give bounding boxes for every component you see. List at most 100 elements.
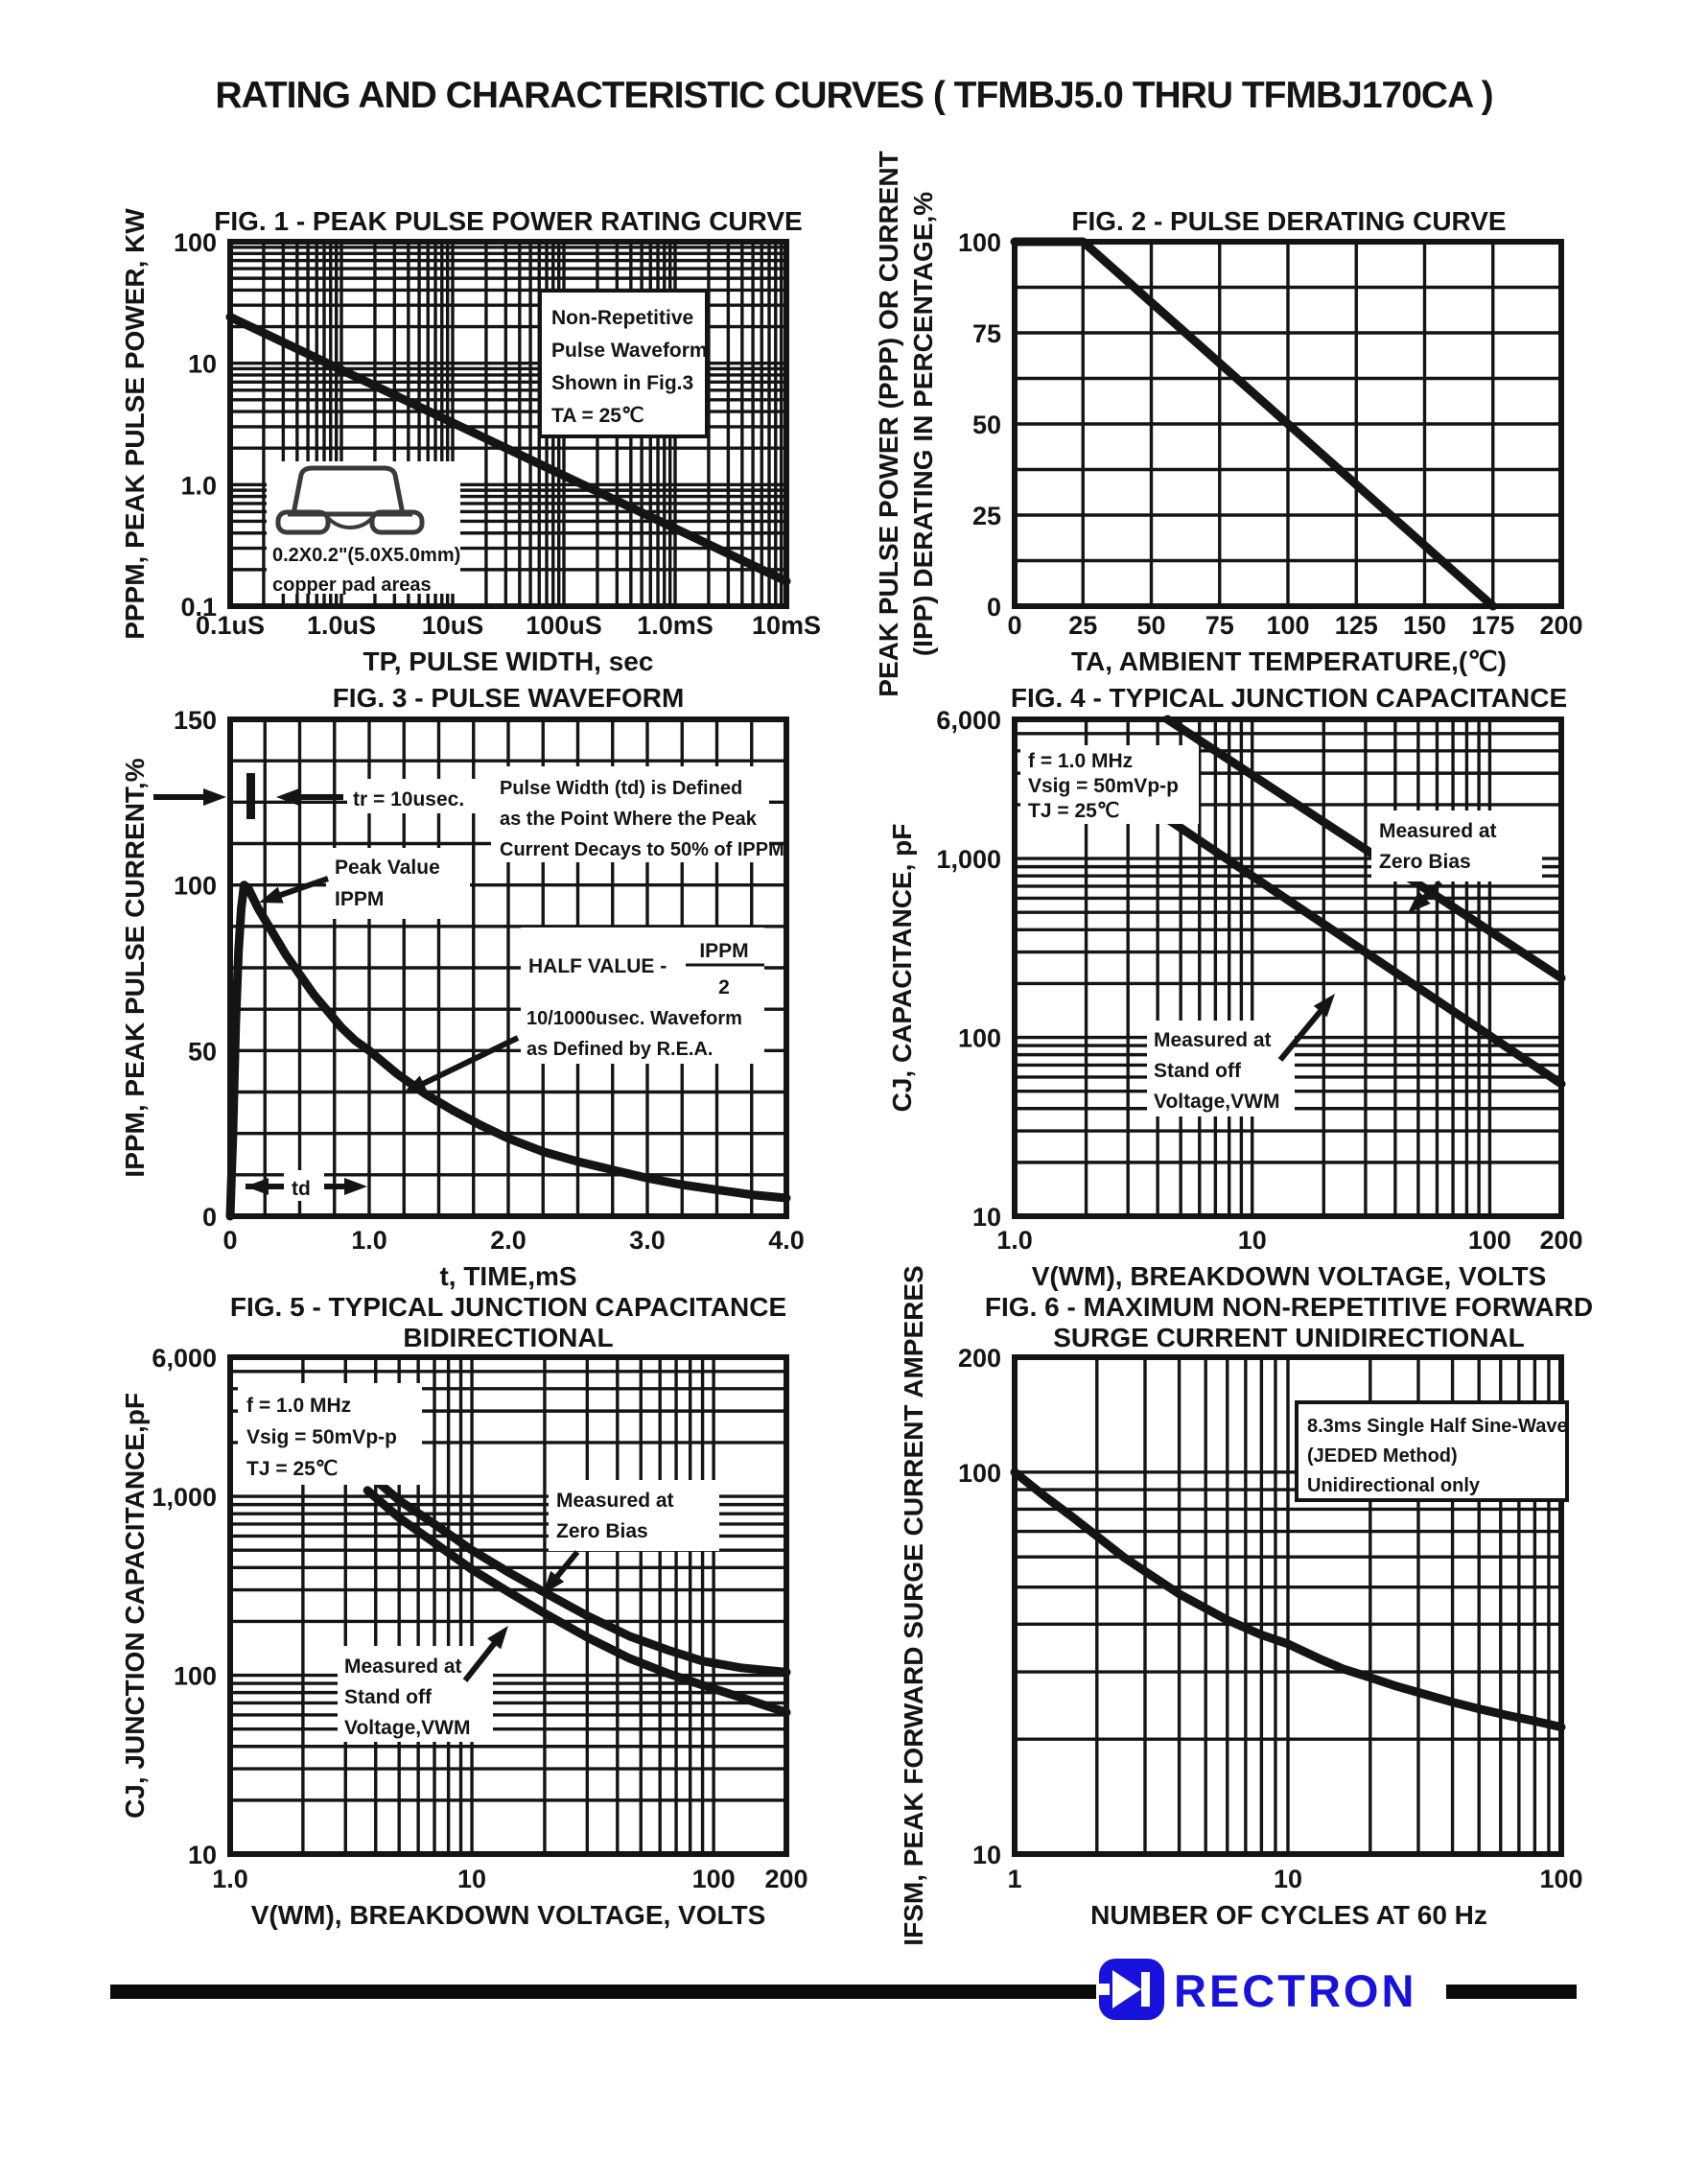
figure-2-y-axis-title: PEAK PULSE POWER (PPP) OR CURRENT	[874, 151, 903, 696]
figure-6-x-axis-title: NUMBER OF CYCLES AT 60 Hz	[1090, 1900, 1487, 1930]
arrowhead	[344, 1178, 367, 1195]
figure-2-series-derating-line	[1010, 237, 1498, 611]
figure-4-x-ticks: 1.0 10 100 200	[996, 1226, 1582, 1255]
figure-1-y-axis-title: PPPM, PEAK PULSE POWER, KW	[120, 208, 150, 640]
figure-4-series-zero-bias	[1162, 715, 1566, 983]
figure-4-y-axis-title: CJ, CAPACITANCE, pF	[887, 824, 917, 1113]
x-tick-label: 1.0	[351, 1226, 387, 1255]
figure-5: f = 1.0 MHz Vsig = 50mVp-p TJ = 25℃ Measure…	[120, 1292, 808, 1930]
x-tick-label: 75	[1205, 611, 1234, 640]
figure-4-y-ticks: 6,000 1,000 100 10	[936, 706, 1001, 1232]
annotation-text: Measured at	[344, 1656, 462, 1678]
annotation-text: 10/1000usec. Waveform	[526, 1008, 742, 1029]
diode-cathode-bar	[1141, 1972, 1150, 2007]
figure-5-x-axis-title: V(WM), BREAKDOWN VOLTAGE, VOLTS	[251, 1900, 766, 1930]
annotation-text: Non-Repetitive	[551, 307, 693, 329]
annotation-box: Non-Repetitive Pulse Waveform Shown in Fig…	[538, 289, 709, 438]
figure-6-frame	[1012, 1354, 1564, 1857]
x-tick-label: 100	[692, 1865, 736, 1893]
brand-name: RECTRON	[1174, 1965, 1417, 2016]
x-tick-label: 0	[1007, 611, 1021, 640]
annotation-text: Pulse Waveform	[551, 340, 708, 362]
x-tick-label: 1.0	[212, 1865, 248, 1893]
annotation-text: Measured at	[1154, 1029, 1272, 1051]
y-tick-label: 0	[202, 1203, 217, 1232]
annotation-text: as Defined by R.E.A.	[526, 1039, 714, 1060]
x-tick-label: 10mS	[752, 611, 821, 640]
annotation-arrow	[462, 1626, 508, 1682]
annotation-text: as the Point Where the Peak	[500, 809, 758, 830]
annotation-box: Measured at Zero Bias	[549, 1480, 719, 1551]
x-tick-label: 1.0mS	[637, 611, 714, 640]
y-tick-label: 10	[972, 1203, 1001, 1232]
annotation-arrow	[153, 788, 226, 806]
x-tick-label: 150	[1403, 611, 1446, 640]
figure-5-series-stand-off-voltage	[363, 1486, 791, 1717]
figure-1-x-ticks: 0.1uS 1.0uS 10uS 100uS 1.0mS 10mS	[196, 611, 821, 640]
figure-6-series-surge-current	[1010, 1468, 1566, 1732]
arrowhead	[246, 1178, 269, 1195]
figure-5-frame	[227, 1354, 789, 1857]
figure-3-x-axis-title: t, TIME,mS	[439, 1261, 576, 1291]
x-tick-label: 200	[764, 1865, 807, 1893]
y-tick-label: 100	[958, 228, 1001, 257]
figure-6: 8.3ms Single Half Sine-Wave (JEDED Method…	[899, 1265, 1593, 1945]
annotation-box: tr = 10usec.	[347, 779, 493, 813]
annotation-text: copper pad areas	[272, 575, 432, 596]
annotation-text: Voltage,VWM	[1154, 1091, 1279, 1113]
y-tick-label: 200	[958, 1344, 1001, 1373]
annotation-text: Measured at	[556, 1490, 674, 1512]
annotation-text: Shown in Fig.3	[551, 372, 693, 394]
arrowhead	[1408, 890, 1431, 913]
annotation-text: Stand off	[344, 1686, 433, 1708]
y-tick-label: 1,000	[152, 1483, 217, 1512]
figure-1-y-ticks: 100 10 1.0 0.1	[174, 228, 217, 622]
x-tick-label: 125	[1335, 611, 1378, 640]
x-tick-label: 100uS	[526, 611, 602, 640]
annotation-text: Measured at	[1379, 820, 1497, 842]
half-value-fraction: HALF VALUE - IPPM 2	[528, 940, 764, 998]
figure-1-title: FIG. 1 - PEAK PULSE POWER RATING CURVE	[214, 206, 802, 236]
figure-5-series-zero-bias	[363, 1468, 791, 1677]
annotation-box: Measured at Stand off Voltage,VWM	[338, 1646, 493, 1742]
y-tick-label: 100	[958, 1024, 1001, 1053]
annotation-text: Zero Bias	[1379, 851, 1471, 873]
figure-3-x-ticks: 0 1.0 2.0 3.0 4.0	[222, 1226, 804, 1255]
annotation-text: TA = 25℃	[551, 405, 644, 427]
annotation-text: f = 1.0 MHz	[246, 1395, 351, 1417]
y-tick-label: 100	[174, 872, 217, 901]
fraction-prefix: HALF VALUE -	[528, 955, 667, 977]
x-tick-label: 50	[1136, 611, 1165, 640]
annotation-text: IPPM	[335, 888, 384, 910]
annotation-text: Voltage,VWM	[344, 1717, 470, 1739]
figure-1-x-axis-title: TP, PULSE WIDTH, sec	[363, 646, 654, 676]
x-tick-label: 3.0	[629, 1226, 666, 1255]
figure-6-title: FIG. 6 - MAXIMUM NON-REPETITIVE FORWARD	[985, 1292, 1593, 1322]
x-tick-label: 10uS	[422, 611, 484, 640]
x-tick-label: 25	[1068, 611, 1097, 640]
y-tick-label: 150	[174, 706, 217, 735]
figure-5-title: BIDIRECTIONAL	[403, 1323, 613, 1352]
x-tick-label: 100	[1266, 611, 1309, 640]
y-tick-label: 6,000	[936, 706, 1001, 735]
y-tick-label: 100	[174, 228, 217, 257]
annotation-box: td	[284, 1170, 324, 1201]
x-tick-label: 200	[1539, 1226, 1582, 1255]
figure-4-frame	[1012, 716, 1564, 1219]
annotation-text: Peak Value	[335, 857, 440, 879]
annotation-text: Stand off	[1154, 1060, 1242, 1082]
figure-3-series-pulse-waveform	[225, 881, 791, 1221]
arrowhead	[403, 1075, 428, 1093]
arrowhead	[203, 788, 226, 806]
figure-2-frame	[1012, 239, 1564, 609]
fraction-numerator: IPPM	[699, 940, 748, 962]
annotation-text: 0.2X0.2"(5.0X5.0mm)	[272, 545, 460, 566]
fraction-denominator: 2	[718, 976, 730, 998]
figure-2-y-ticks: 100 75 50 25 0	[958, 228, 1001, 622]
y-tick-label: 6,000	[152, 1344, 217, 1373]
page-title: RATING AND CHARACTERISTIC CURVES ( TFMBJ…	[215, 75, 1493, 116]
annotation-text: Vsig = 50mVp-p	[246, 1426, 397, 1448]
y-tick-label: 0	[987, 593, 1001, 622]
figure-2-x-axis-title: TA, AMBIENT TEMPERATURE,(℃)	[1071, 646, 1507, 676]
